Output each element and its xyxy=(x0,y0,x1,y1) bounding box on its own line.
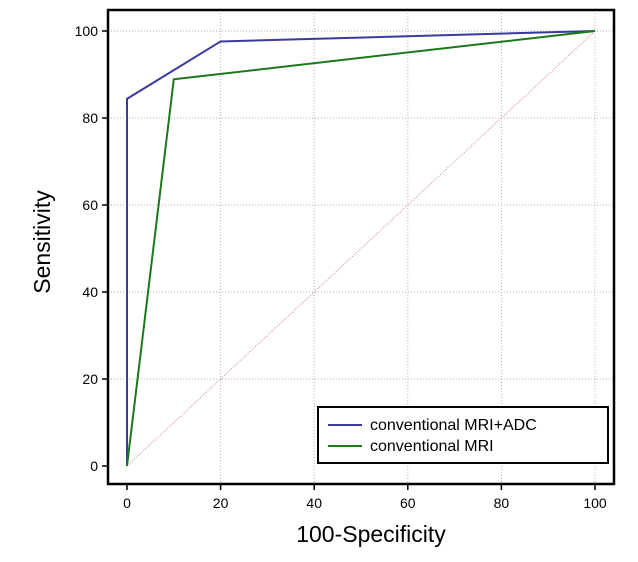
x-axis-title: 100-Specificity xyxy=(296,521,446,547)
grid xyxy=(108,10,614,484)
series-line-2 xyxy=(126,30,596,467)
y-axis-title: Sensitivity xyxy=(29,190,55,294)
series-line-1 xyxy=(126,30,596,466)
x-tick-label: 0 xyxy=(123,495,131,511)
legend: conventional MRI+ADC conventional MRI xyxy=(317,406,609,464)
legend-label: conventional MRI+ADC xyxy=(370,417,537,434)
y-tick-label: 100 xyxy=(75,23,99,39)
x-tick-label: 20 xyxy=(213,495,229,511)
x-tick-label: 80 xyxy=(494,495,510,511)
x-axis-ticks: 0 20 40 60 80 100 xyxy=(123,484,607,511)
y-tick-label: 80 xyxy=(82,110,98,126)
y-tick-label: 20 xyxy=(82,371,98,387)
plot-frame xyxy=(106,8,616,486)
x-tick-label: 40 xyxy=(306,495,322,511)
series-lines xyxy=(126,30,596,467)
x-tick-label: 100 xyxy=(583,495,607,511)
reference-diagonal xyxy=(126,30,596,467)
y-tick-label: 60 xyxy=(82,197,98,213)
reference-line xyxy=(126,30,596,467)
y-axis-ticks: 0 20 40 60 80 100 xyxy=(75,23,108,474)
x-tick-label: 60 xyxy=(400,495,416,511)
legend-label: conventional MRI xyxy=(370,438,494,455)
y-tick-label: 0 xyxy=(90,458,98,474)
y-tick-label: 40 xyxy=(82,284,98,300)
legend-box xyxy=(317,406,609,464)
